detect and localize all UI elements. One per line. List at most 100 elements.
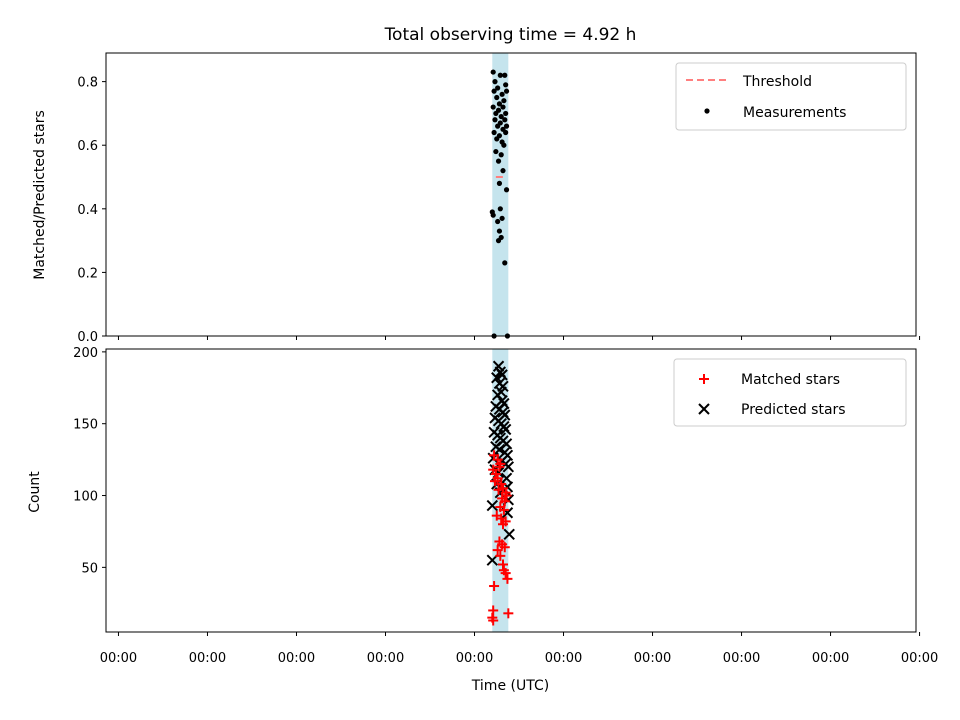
measurement-point <box>502 72 508 78</box>
y-tick-label: 0.2 <box>77 266 98 281</box>
measurement-point <box>503 187 510 193</box>
matched-star-marker <box>492 473 503 484</box>
x-axis-label: Time (UTC) <box>471 678 549 694</box>
measurement-point <box>503 82 509 88</box>
measurement-point <box>503 110 509 117</box>
chart-title: Total observing time = 4.92 h <box>384 25 637 45</box>
x-tick-label: 00:00 <box>278 651 315 666</box>
measurement-point <box>498 152 504 158</box>
count-legend-box <box>673 358 907 427</box>
x-tick-label: 00:00 <box>456 651 493 666</box>
predicted-legend-label: Predicted stars <box>741 402 846 418</box>
y-tick-label: 150 <box>73 418 98 433</box>
measurement-point <box>498 113 504 120</box>
y-tick-label: 200 <box>73 346 98 361</box>
matched-star-marker <box>494 461 505 472</box>
measurement-point <box>495 85 501 91</box>
measurement-point <box>491 129 497 136</box>
matched-star-marker <box>502 573 513 584</box>
y-tick-label: 0.6 <box>77 139 98 154</box>
y-tick-label: 0.8 <box>77 76 98 91</box>
measurement-legend-swatch <box>704 108 710 114</box>
ratio-legend: Threshold Measurements <box>675 62 907 131</box>
count-plot-frame <box>105 348 917 633</box>
count-x-axis: 00:00 00:00 00:00 00:00 00:00 00:00 00:00 00:00… <box>100 632 938 666</box>
x-tick-label: 00:00 <box>634 651 671 666</box>
measurement-point <box>502 260 508 266</box>
measurement-legend-label: Measurements <box>743 105 846 121</box>
x-tick-label: 00:00 <box>189 651 226 666</box>
ratio-panel: 0.00.20.40.60.8 Matched/Predicted stars … <box>32 52 921 345</box>
matched-star-marker <box>492 545 503 556</box>
measurement-point <box>495 238 502 244</box>
measurement-point <box>496 180 503 186</box>
predicted-legend-swatch <box>698 403 710 415</box>
measurement-point <box>495 218 501 225</box>
ratio-legend-box <box>675 62 907 131</box>
measurement-point <box>499 91 505 97</box>
matched-star-marker <box>499 542 510 553</box>
count-y-axis-label: Count <box>27 471 43 513</box>
count-legend: Matched stars Predicted stars <box>673 358 907 427</box>
matched-star-marker <box>500 568 511 579</box>
ratio-y-axis: 0.0 0.2 0.4 0.6 0.8 <box>77 76 106 345</box>
measurement-point <box>497 120 503 126</box>
measurement-point <box>501 142 507 148</box>
x-tick-label: 00:00 <box>901 651 938 666</box>
matched-star-marker <box>503 608 514 619</box>
measurement-point <box>495 158 502 164</box>
x-tick-label: 00:00 <box>545 651 582 666</box>
measurement-point <box>496 101 503 107</box>
measurement-point <box>494 94 500 101</box>
measurement-point <box>495 107 502 113</box>
measurement-point <box>502 117 508 123</box>
measurement-point <box>492 117 498 123</box>
matched-star-marker <box>488 615 499 626</box>
y-tick-label: 0.0 <box>77 330 98 345</box>
measurement-point <box>496 133 503 139</box>
matched-star-points <box>487 450 514 626</box>
ratio-plot-frame <box>105 52 917 337</box>
measurement-point <box>491 88 497 94</box>
y-tick-label: 50 <box>81 561 98 576</box>
matched-star-marker <box>499 496 510 507</box>
predicted-star-marker <box>499 423 512 436</box>
predicted-star-marker <box>493 443 506 456</box>
matched-star-marker <box>493 484 504 495</box>
measurement-point <box>503 129 509 136</box>
y-tick-label: 0.4 <box>77 203 98 218</box>
matched-star-marker <box>497 519 508 530</box>
measurement-point <box>503 88 510 94</box>
measurement-point <box>492 79 498 85</box>
measurement-point <box>490 69 496 75</box>
matched-star-marker <box>501 490 512 501</box>
measurement-point <box>500 168 506 174</box>
x-tick-label: 00:00 <box>723 651 760 666</box>
matched-legend-swatch <box>699 374 709 384</box>
measurement-point <box>497 206 503 212</box>
y-tick-label: 100 <box>73 490 98 505</box>
x-tick-label: 00:00 <box>100 651 137 666</box>
measurement-point <box>490 104 496 110</box>
measurement-point <box>490 212 496 218</box>
measurement-point <box>500 104 506 110</box>
measurement-point <box>493 148 499 155</box>
count-y-axis: 50 100 150 200 <box>73 346 106 576</box>
predicted-star-marker <box>486 499 499 512</box>
measurement-points <box>489 69 511 339</box>
measurement-point <box>499 215 505 221</box>
measurement-point <box>501 98 507 104</box>
predicted-star-marker <box>491 372 503 384</box>
matched-legend-label: Matched stars <box>741 372 840 388</box>
matched-star-marker <box>489 581 500 592</box>
measurement-point <box>496 228 503 234</box>
ratio-y-axis-label: Matched/Predicted stars <box>32 110 48 280</box>
predicted-star-marker <box>503 528 515 541</box>
predicted-star-points <box>486 360 515 566</box>
x-tick-label: 00:00 <box>367 651 404 666</box>
threshold-legend-label: Threshold <box>742 74 812 90</box>
measurement-point <box>497 72 503 78</box>
matched-star-marker <box>498 504 509 515</box>
